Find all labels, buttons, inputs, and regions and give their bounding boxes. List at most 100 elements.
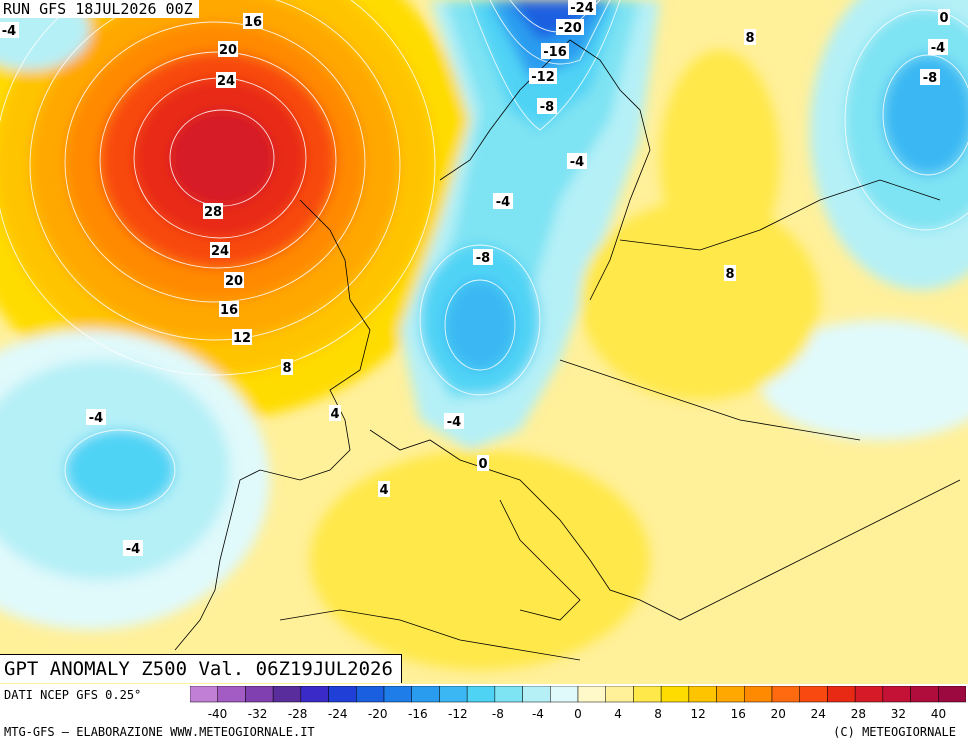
contour-label: 24: [211, 244, 229, 259]
contour-label-bg: [203, 203, 223, 219]
contour-label: 8: [745, 31, 754, 46]
colorbar-swatch: [522, 686, 551, 703]
colorbar-swatch: [550, 686, 579, 703]
contour-label-bg: [744, 29, 756, 45]
contour-label: 24: [217, 74, 235, 89]
colorbar-swatch: [356, 686, 385, 703]
colorbar-tick-label: 20: [771, 707, 786, 721]
contour-label: 20: [225, 274, 243, 289]
contour-label-bg: [243, 13, 263, 29]
colorbar-swatch: [716, 686, 745, 703]
colorbar-swatch: [744, 686, 773, 703]
contour-label-bg: [123, 540, 143, 556]
contour-label-bg: [938, 9, 950, 25]
colorbar-tick-label: -12: [448, 707, 468, 721]
colorbar-tick-label: 4: [614, 707, 622, 721]
contour-label-bg: [219, 301, 239, 317]
colorbar-swatch: [466, 686, 496, 703]
colorbar-tick-label: 12: [691, 707, 706, 721]
contour-label-bg: [0, 22, 19, 38]
contour-label: 12: [233, 331, 251, 346]
contour-label-bg: [556, 19, 584, 35]
colorbar-tick-label: -8: [492, 707, 504, 721]
contour-label: -12: [531, 70, 555, 85]
colorbar-tick-label: 28: [851, 707, 866, 721]
contour-label: -8: [476, 251, 490, 266]
contour-label: 20: [219, 43, 237, 58]
colorbar-swatch: [577, 686, 606, 703]
contour-label-bg: [928, 39, 948, 55]
contour-label-bg: [568, 0, 596, 15]
contour-label-bg: [541, 43, 569, 59]
contour-label: 4: [330, 407, 339, 422]
data-source: DATI NCEP GFS 0.25°: [4, 688, 142, 702]
colorbar-swatch: [910, 686, 939, 703]
contour-label-bg: [224, 272, 244, 288]
copyright: (C) METEOGIORNALE: [833, 725, 956, 739]
contour-label: 8: [725, 267, 734, 282]
contour-label: -8: [923, 71, 937, 86]
colorbar-swatch: [411, 686, 440, 703]
colorbar-tick-label: -24: [328, 707, 348, 721]
colorbar-tick-label: 40: [931, 707, 946, 721]
colorbar-swatch: [217, 686, 246, 703]
colorbar-swatch: [854, 686, 884, 703]
colorbar-swatch: [245, 686, 274, 703]
colorbar-tick-label: 16: [731, 707, 746, 721]
colorbar-swatch: [771, 686, 800, 703]
contour-label: 16: [244, 15, 262, 30]
colorbar-tick-label: -32: [248, 707, 268, 721]
contour-label: -4: [447, 415, 461, 430]
colorbar-swatch: [605, 686, 634, 703]
contour-label: -8: [540, 100, 554, 115]
colorbar-swatch: [383, 686, 412, 703]
colorbar-swatch: [439, 686, 468, 703]
colorbar-swatch: [827, 686, 856, 703]
contour-label-bg: [218, 41, 238, 57]
contour-label: -4: [89, 411, 103, 426]
contour-label: -16: [543, 45, 567, 60]
credit: MTG-GFS – ELABORAZIONE WWW.METEOGIORNALE…: [4, 725, 315, 739]
contour-label-bg: [529, 68, 557, 84]
colorbar-tick-label: -20: [368, 707, 388, 721]
contour-label: 4: [379, 483, 388, 498]
colorbar-swatch: [633, 686, 662, 703]
contour-label: -4: [570, 155, 584, 170]
colorbar: -40 -32 -28 -24 -20 -16 -12 -8 -4 0 4 8 12 16 20 24 28 32…: [190, 686, 966, 721]
colorbar-swatch: [494, 686, 523, 703]
colorbar-swatch: [300, 686, 329, 703]
colorbar-tick-label: -28: [288, 707, 308, 721]
run-label: RUN GFS 18JUL2026 00Z: [0, 0, 199, 18]
contour-label: -4: [931, 41, 945, 56]
colorbar-tick-label: -4: [532, 707, 544, 721]
colorbar-tick-label: 0: [574, 707, 582, 721]
colorbar-tick-label: 32: [891, 707, 906, 721]
contour-label: 8: [282, 361, 291, 376]
contour-label-bg: [281, 359, 293, 375]
contour-label: 0: [478, 457, 487, 472]
colorbar-swatch: [799, 686, 828, 703]
colorbar-swatch: [688, 686, 717, 703]
contour-label-bg: [216, 72, 236, 88]
contour-label: -24: [570, 1, 594, 16]
contour-label: 0: [939, 11, 948, 26]
map-title: GPT ANOMALY Z500 Val. 06Z19JUL2026: [0, 654, 402, 683]
colorbar-swatch: [190, 686, 218, 703]
contour-label-bg: [920, 69, 940, 85]
colorbar-swatch: [938, 686, 966, 703]
contour-label: -20: [558, 21, 582, 36]
contour-label-bg: [473, 249, 493, 265]
contour-label: -4: [126, 542, 140, 557]
anomaly-map: 16 20 24 28 24 20 16 12 8 4 4 0 -4 -4 -4 -4 -8 -4 -8 -12 -16…: [0, 0, 968, 684]
contour-label-bg: [210, 242, 230, 258]
contour-label: -4: [2, 24, 16, 39]
contour-label-bg: [86, 409, 106, 425]
colorbar-swatch: [272, 686, 302, 703]
contour-label-bg: [329, 405, 341, 421]
colorbar-swatch: [328, 686, 357, 703]
colorbar-tick-label: 24: [811, 707, 826, 721]
colorbar-swatch: [882, 686, 911, 703]
contour-label-bg: [232, 329, 252, 345]
legend-panel: DATI NCEP GFS 0.25° -40 -32 -28 -24 -20 -16 -1…: [0, 684, 968, 745]
contour-label: 28: [204, 205, 222, 220]
